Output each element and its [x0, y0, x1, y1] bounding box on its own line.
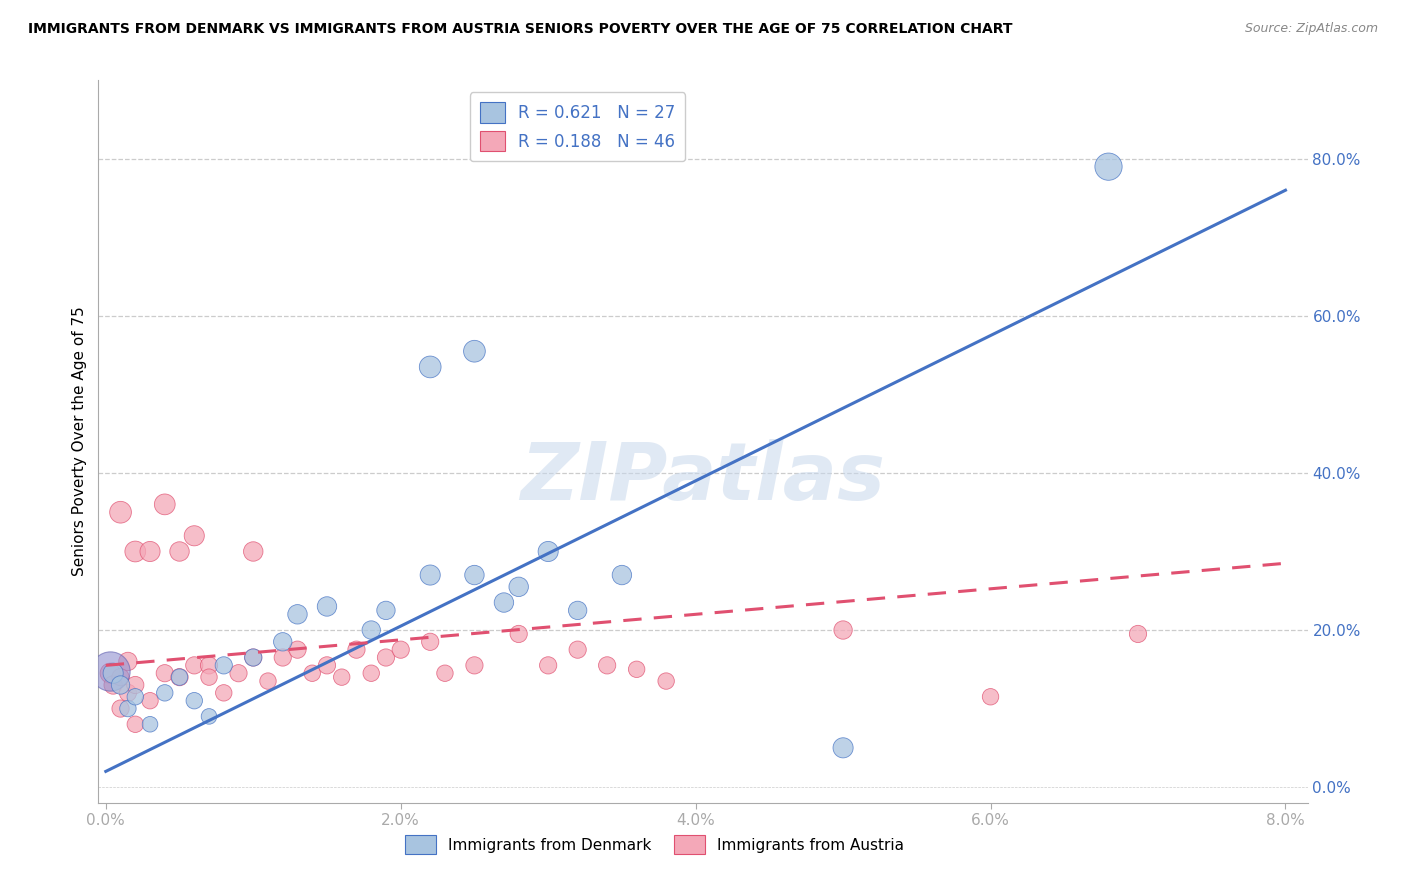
Point — [98, 666, 121, 681]
Point — [242, 650, 264, 665]
Point — [124, 690, 146, 704]
Point — [183, 694, 205, 708]
Point — [139, 717, 162, 731]
Point — [242, 544, 264, 558]
Point — [117, 686, 139, 700]
Point — [101, 678, 124, 692]
Point — [98, 664, 121, 678]
Point — [183, 658, 205, 673]
Point — [124, 717, 146, 731]
Point — [101, 666, 124, 681]
Point — [139, 694, 162, 708]
Point — [153, 666, 176, 681]
Y-axis label: Seniors Poverty Over the Age of 75: Seniors Poverty Over the Age of 75 — [72, 307, 87, 576]
Point — [375, 650, 398, 665]
Point — [242, 650, 264, 665]
Point — [117, 701, 139, 715]
Point — [567, 603, 589, 617]
Point — [492, 595, 515, 609]
Point — [153, 686, 176, 700]
Point — [508, 580, 530, 594]
Point — [832, 623, 855, 637]
Point — [419, 568, 441, 582]
Point — [360, 666, 382, 681]
Point — [419, 635, 441, 649]
Point — [110, 701, 132, 715]
Point — [330, 670, 353, 684]
Text: ZIPatlas: ZIPatlas — [520, 439, 886, 516]
Point — [198, 658, 221, 673]
Point — [463, 344, 485, 359]
Point — [346, 642, 368, 657]
Point — [110, 678, 132, 692]
Point — [463, 658, 485, 673]
Point — [1126, 627, 1149, 641]
Point — [832, 740, 855, 755]
Point — [287, 607, 309, 622]
Text: Source: ZipAtlas.com: Source: ZipAtlas.com — [1244, 22, 1378, 36]
Point — [287, 642, 309, 657]
Point — [419, 359, 441, 374]
Point — [567, 642, 589, 657]
Point — [139, 544, 162, 558]
Point — [626, 662, 648, 676]
Point — [124, 678, 146, 692]
Point — [169, 670, 191, 684]
Point — [596, 658, 619, 673]
Point — [537, 544, 560, 558]
Point — [228, 666, 250, 681]
Point — [375, 603, 398, 617]
Point — [316, 658, 339, 673]
Point — [198, 670, 221, 684]
Text: IMMIGRANTS FROM DENMARK VS IMMIGRANTS FROM AUSTRIA SENIORS POVERTY OVER THE AGE : IMMIGRANTS FROM DENMARK VS IMMIGRANTS FR… — [28, 22, 1012, 37]
Point — [212, 686, 235, 700]
Point — [110, 505, 132, 519]
Point — [169, 670, 191, 684]
Point — [389, 642, 412, 657]
Point — [610, 568, 633, 582]
Point — [124, 544, 146, 558]
Legend: Immigrants from Denmark, Immigrants from Austria: Immigrants from Denmark, Immigrants from… — [399, 830, 910, 860]
Point — [117, 655, 139, 669]
Point — [257, 674, 280, 689]
Point — [198, 709, 221, 723]
Point — [360, 623, 382, 637]
Point — [655, 674, 678, 689]
Point — [110, 670, 132, 684]
Point — [183, 529, 205, 543]
Point — [537, 658, 560, 673]
Point — [271, 635, 294, 649]
Point — [212, 658, 235, 673]
Point — [316, 599, 339, 614]
Point — [169, 544, 191, 558]
Point — [301, 666, 323, 681]
Point — [463, 568, 485, 582]
Point — [508, 627, 530, 641]
Point — [271, 650, 294, 665]
Point — [980, 690, 1002, 704]
Point — [433, 666, 456, 681]
Point — [153, 497, 176, 511]
Point — [1097, 160, 1119, 174]
